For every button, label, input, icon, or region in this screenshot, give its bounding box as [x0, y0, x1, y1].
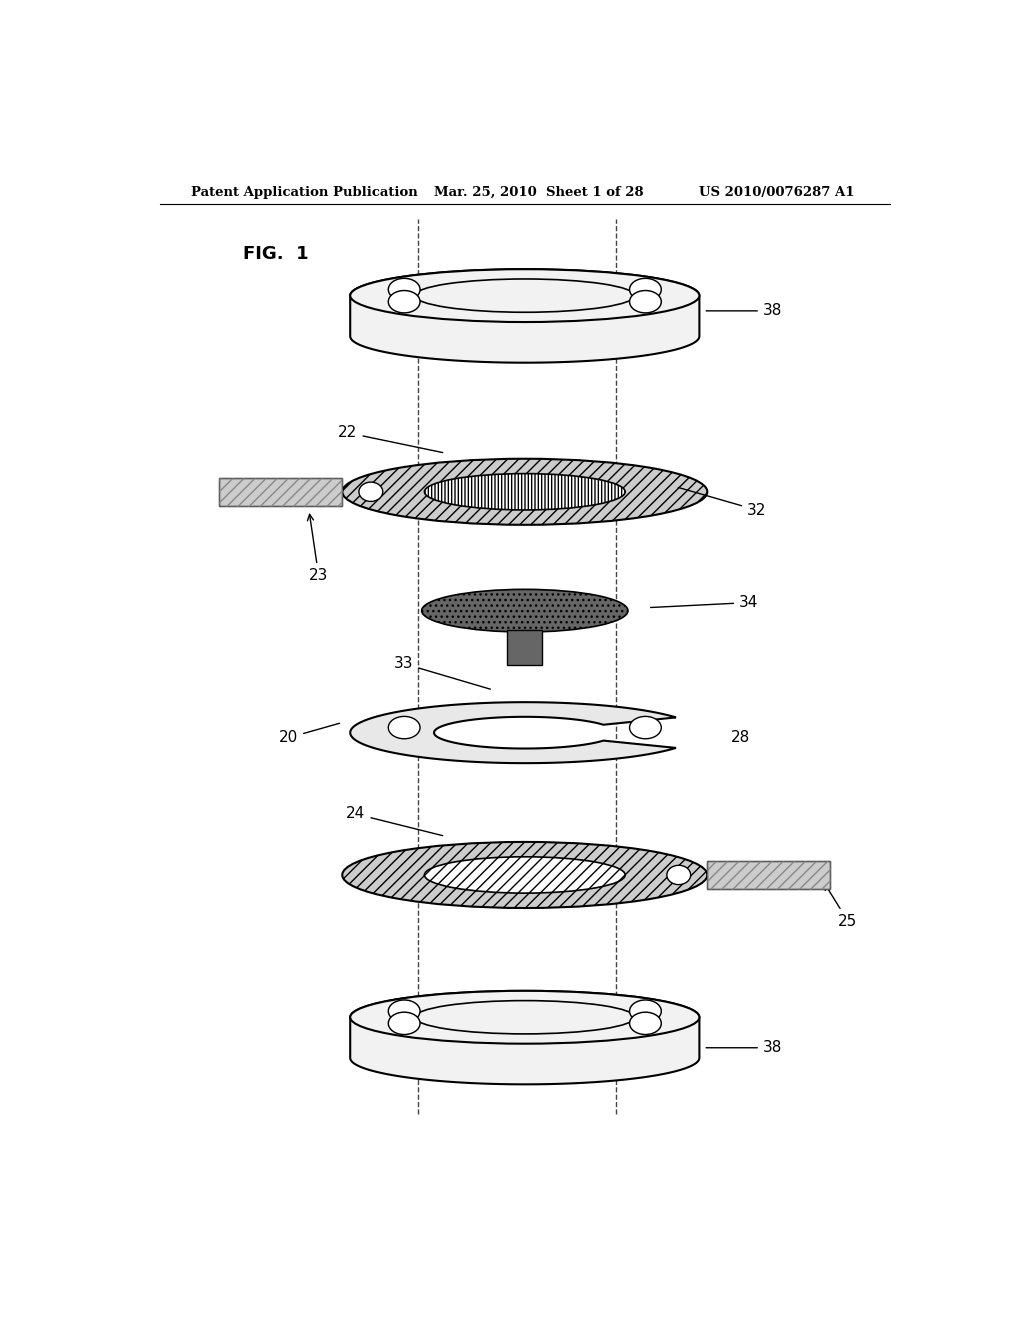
- Text: 28: 28: [731, 730, 751, 746]
- Text: Mar. 25, 2010  Sheet 1 of 28: Mar. 25, 2010 Sheet 1 of 28: [433, 186, 643, 199]
- Ellipse shape: [342, 459, 708, 525]
- Text: 38: 38: [707, 1040, 782, 1055]
- Ellipse shape: [415, 279, 635, 313]
- Ellipse shape: [350, 991, 699, 1044]
- Ellipse shape: [342, 842, 708, 908]
- Ellipse shape: [350, 269, 699, 322]
- Text: 33: 33: [394, 656, 490, 689]
- Bar: [219, 478, 342, 506]
- Text: FIG.  1: FIG. 1: [243, 244, 308, 263]
- Ellipse shape: [630, 279, 662, 301]
- Ellipse shape: [422, 589, 628, 632]
- Polygon shape: [350, 991, 699, 1084]
- Ellipse shape: [388, 717, 420, 739]
- Text: US 2010/0076287 A1: US 2010/0076287 A1: [699, 186, 855, 199]
- Ellipse shape: [630, 1012, 662, 1035]
- Ellipse shape: [388, 1012, 420, 1035]
- Bar: [507, 630, 543, 664]
- Ellipse shape: [388, 290, 420, 313]
- Bar: [708, 861, 830, 890]
- Text: 20: 20: [279, 723, 340, 746]
- Text: 24: 24: [346, 807, 442, 836]
- Ellipse shape: [667, 866, 690, 884]
- Ellipse shape: [388, 279, 420, 301]
- Ellipse shape: [424, 857, 626, 894]
- Ellipse shape: [630, 1001, 662, 1023]
- Bar: [708, 861, 830, 890]
- Bar: [219, 478, 342, 506]
- Polygon shape: [350, 702, 676, 763]
- Text: 34: 34: [650, 595, 759, 610]
- Text: 22: 22: [338, 425, 442, 453]
- Ellipse shape: [630, 717, 662, 739]
- Ellipse shape: [415, 1001, 635, 1034]
- Text: 38: 38: [707, 304, 782, 318]
- Text: 32: 32: [678, 487, 766, 517]
- Text: 23: 23: [307, 515, 329, 583]
- Ellipse shape: [424, 474, 626, 510]
- Polygon shape: [350, 269, 699, 363]
- Text: 25: 25: [824, 883, 857, 928]
- Ellipse shape: [630, 290, 662, 313]
- Text: Patent Application Publication: Patent Application Publication: [191, 186, 418, 199]
- Ellipse shape: [359, 482, 383, 502]
- Ellipse shape: [388, 1001, 420, 1023]
